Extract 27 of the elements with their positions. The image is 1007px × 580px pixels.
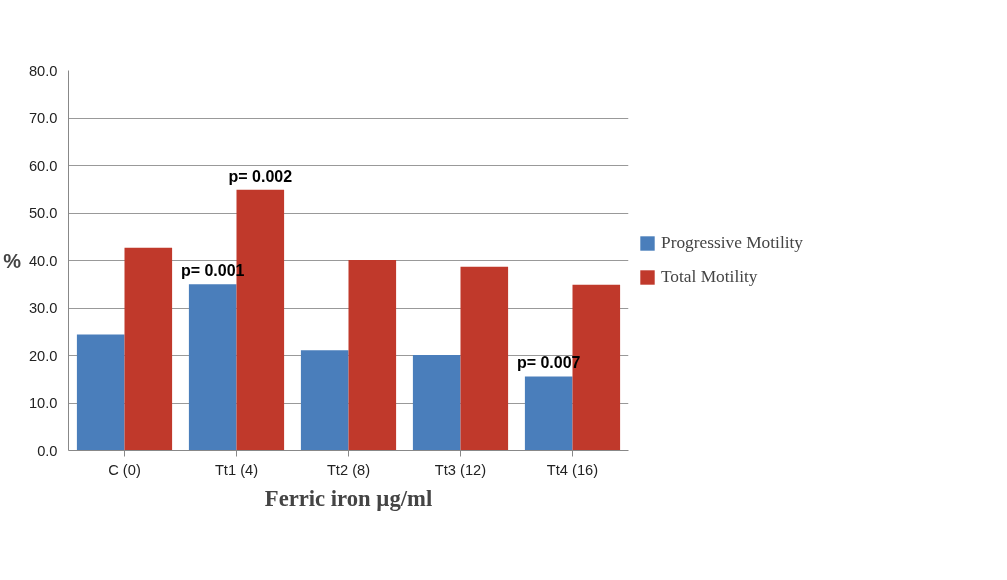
x-tick-label: Tt2 (8)	[326, 461, 371, 478]
bar	[348, 260, 397, 451]
x-tick-label: Tt4 (16)	[546, 461, 599, 478]
bar	[188, 284, 237, 451]
y-tick-label: 50.0	[28, 205, 58, 221]
y-tick-label: 10.0	[28, 395, 58, 411]
y-tick-label: 20.0	[28, 347, 58, 364]
y-axis-title: %	[3, 249, 22, 272]
x-tick-label: C (0)	[108, 461, 141, 478]
bar	[124, 247, 173, 451]
bar	[300, 350, 349, 451]
x-tick-label: Tt1 (4)	[214, 461, 259, 478]
legend-label: Total Motility	[661, 267, 758, 287]
y-tick-label: 80.0	[28, 62, 58, 79]
y-tick-label: 40.0	[28, 252, 58, 269]
legend-label: Progressive Motility	[661, 233, 803, 253]
y-tick-label: 70.0	[28, 110, 58, 126]
x-axis-title: Ferric iron µg/ml	[264, 485, 433, 511]
y-tick-label: 60.0	[28, 157, 58, 174]
bar	[76, 334, 125, 451]
y-tick-label: 0.0	[37, 442, 58, 459]
bar	[412, 355, 461, 451]
x-tick-label: Tt3 (12)	[434, 461, 487, 478]
bar	[524, 376, 573, 451]
y-tick-label: 30.0	[28, 300, 58, 316]
annotation: p= 0.002	[228, 167, 293, 185]
bar	[460, 266, 509, 451]
